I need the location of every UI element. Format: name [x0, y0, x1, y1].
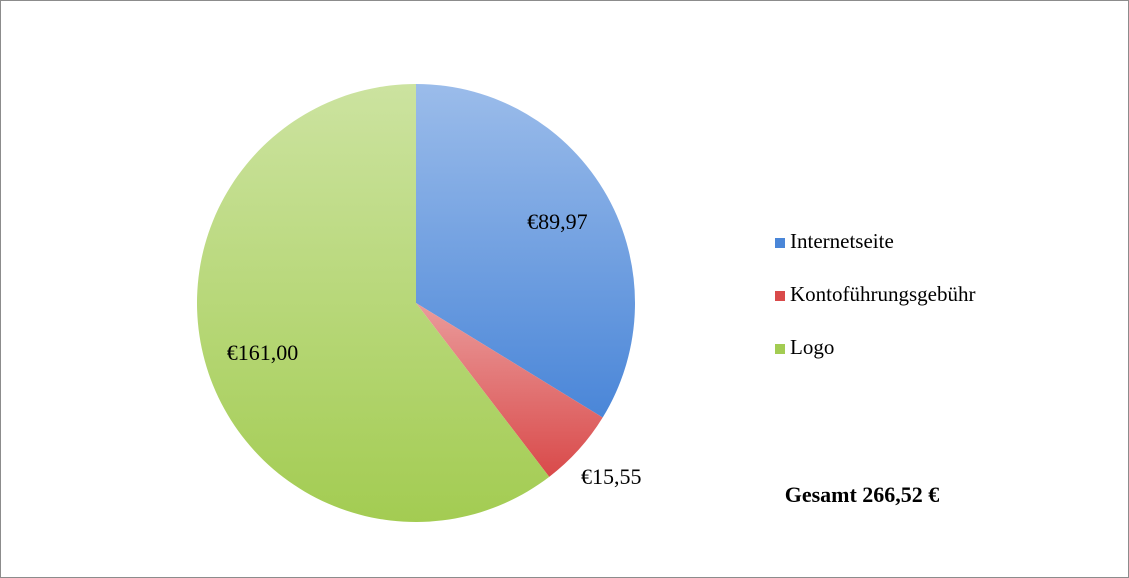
- annotation: Gesamt 266,52 €: [785, 482, 940, 507]
- data-label: €161,00: [227, 340, 299, 365]
- data-label: €89,97: [527, 209, 588, 234]
- legend-swatch: [775, 238, 785, 248]
- pie-slice: [196, 84, 550, 522]
- pie-slice: [416, 303, 603, 477]
- legend-label: Kontoführungsgebühr: [790, 282, 975, 306]
- legend-swatch: [775, 344, 785, 354]
- legend-label: Internetseite: [790, 229, 894, 253]
- legend-swatch: [775, 291, 785, 301]
- legend-label: Logo: [790, 335, 834, 359]
- pie-slice: [416, 84, 635, 418]
- data-label: €15,55: [581, 464, 642, 489]
